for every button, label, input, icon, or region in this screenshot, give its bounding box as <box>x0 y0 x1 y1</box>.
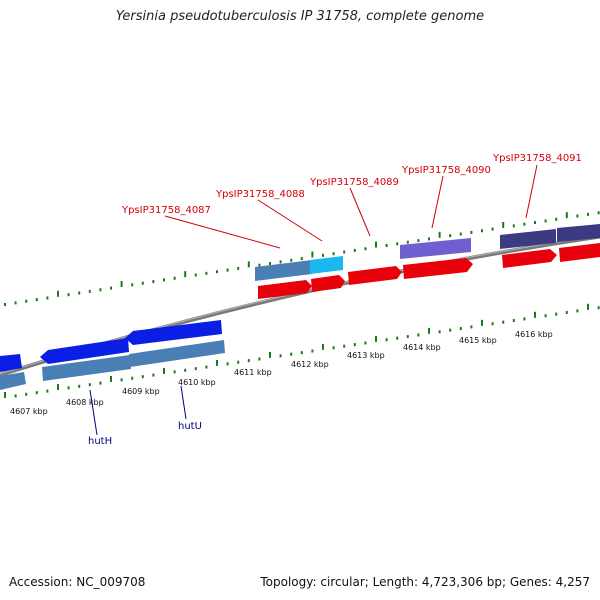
gene-reverse-lower-2[interactable] <box>129 340 225 367</box>
gene-reverse-hutH[interactable] <box>40 338 129 364</box>
scale-label: 4611 kbp <box>234 368 272 377</box>
tick-row-top <box>4 211 600 306</box>
label-leader-line <box>164 215 281 249</box>
label-leader-line <box>180 385 187 420</box>
gene-forward-end[interactable] <box>559 243 600 262</box>
scale-label: 4610 kbp <box>178 378 216 387</box>
gene-labels: YpsIP31758_4087 YpsIP31758_4088 YpsIP31758… <box>88 153 582 447</box>
tick-row-bottom <box>4 303 600 398</box>
gene-cyan[interactable] <box>310 256 343 274</box>
gene-dark-purple-2[interactable] <box>557 224 600 242</box>
gene-label[interactable]: YpsIP31758_4090 <box>401 165 491 176</box>
gene-reverse-1[interactable] <box>0 354 22 372</box>
gene-forward-4089[interactable] <box>348 266 402 285</box>
gene-reverse-hutU[interactable] <box>125 320 222 345</box>
label-leader-line <box>257 199 323 242</box>
scale-label: 4609 kbp <box>122 387 160 396</box>
topology-label: Topology: circular; Length: 4,723,306 bp… <box>260 575 590 589</box>
gene-label[interactable]: hutU <box>178 421 202 432</box>
scale-label: 4615 kbp <box>459 336 497 345</box>
scale-label: 4607 kbp <box>10 407 48 416</box>
gene-dark-purple-4091[interactable] <box>500 229 556 249</box>
label-leader-line <box>431 175 444 229</box>
accession-label: Accession: NC_009708 <box>9 575 146 589</box>
gene-reverse-1b[interactable] <box>0 372 26 390</box>
gene-label[interactable]: YpsIP31758_4089 <box>309 177 399 188</box>
gene-reverse-lower-1[interactable] <box>42 355 131 381</box>
gene-light-blue[interactable] <box>255 260 312 281</box>
gene-forward-1[interactable] <box>258 280 312 299</box>
scale-label: 4612 kbp <box>291 360 329 369</box>
gene-label[interactable]: hutH <box>88 436 112 447</box>
scale-label: 4614 kbp <box>403 343 441 352</box>
gene-purple-4090[interactable] <box>400 238 471 259</box>
gene-label[interactable]: YpsIP31758_4091 <box>492 153 582 164</box>
gene-label[interactable]: YpsIP31758_4088 <box>215 189 305 200</box>
scale-label: 4608 kbp <box>66 398 104 407</box>
gene-label[interactable]: YpsIP31758_4087 <box>121 205 211 216</box>
gene-forward-4091[interactable] <box>502 249 557 268</box>
label-leader-line <box>89 389 98 436</box>
gene-forward-4090[interactable] <box>403 258 473 279</box>
page-title: Yersinia pseudotuberculosis IP 31758, co… <box>115 9 485 24</box>
scale-labels: 4607 kbp 4608 kbp 4609 kbp 4610 kbp 4611 kbp… <box>10 330 553 416</box>
label-leader-line <box>349 187 371 237</box>
scale-label: 4613 kbp <box>347 351 385 360</box>
label-leader-line <box>525 164 538 219</box>
gene-forward-2[interactable] <box>311 275 345 292</box>
scale-label: 4616 kbp <box>515 330 553 339</box>
